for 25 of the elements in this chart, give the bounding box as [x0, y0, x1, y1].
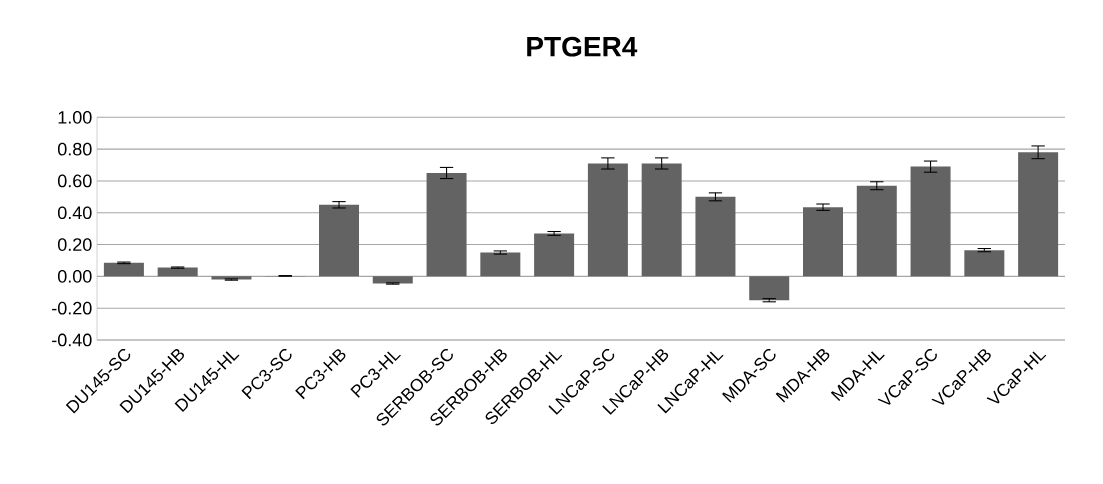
bar	[534, 233, 575, 277]
y-tick-label: 0.00	[57, 270, 92, 283]
y-tick-label: 0.60	[57, 174, 92, 188]
bar	[856, 185, 897, 277]
bar	[910, 166, 951, 277]
y-tick-label: 1.00	[58, 110, 92, 124]
y-tick-label: 0.20	[57, 238, 92, 251]
y-tick-label: 0.80	[57, 142, 92, 156]
bar	[426, 172, 467, 277]
bar	[157, 267, 198, 277]
bar	[803, 207, 843, 277]
bar	[103, 262, 144, 277]
bar	[1018, 152, 1059, 277]
chart-title: PTGER4	[527, 36, 638, 57]
bar	[749, 276, 790, 301]
bar	[319, 204, 360, 277]
y-tick-label: -0.20	[52, 301, 92, 315]
y-tick-label: 0.40	[57, 206, 92, 220]
bar	[587, 163, 628, 277]
bar	[695, 196, 736, 277]
y-tick-label: -0.40	[52, 333, 92, 347]
bar	[964, 250, 1005, 277]
bar	[372, 276, 413, 284]
bar	[641, 163, 682, 277]
bar	[480, 252, 521, 277]
